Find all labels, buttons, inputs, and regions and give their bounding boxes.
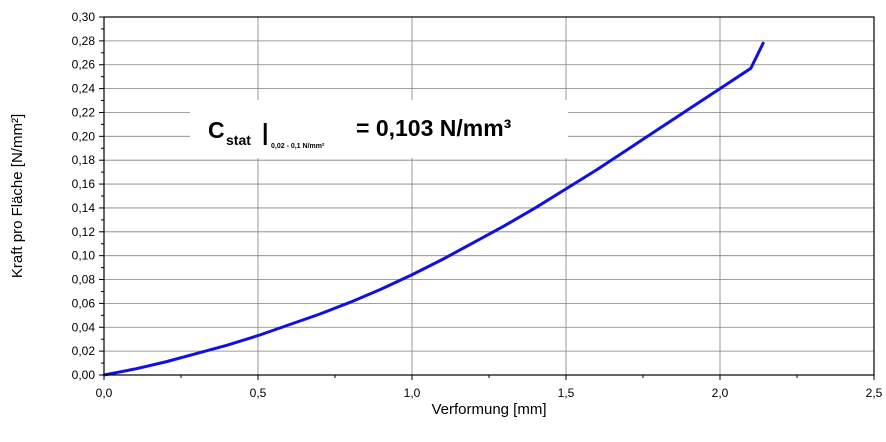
y-tick-label: 0,00 [72,368,96,382]
y-tick-label: 0,26 [72,58,96,72]
annotation-range: 0,02 - 0,1 N/mm² [271,143,325,150]
y-tick-label: 0,28 [72,34,96,48]
plot-frame [103,16,875,376]
x-tick-label: 0,5 [250,386,267,400]
annotation-box [190,100,568,158]
x-tick-label: 1,0 [404,386,421,400]
y-tick-label: 0,08 [72,273,96,287]
annotation-subscript: stat [226,132,251,148]
y-tick-label: 0,10 [72,249,96,263]
y-tick-label: 0,14 [72,201,96,215]
tick-labels: 0,0 0,5 1,0 1,5 2,0 2,5 0,00 0,02 0,04 0,06 0,08 0,… [72,10,883,400]
y-axis-label: Kraft pro Fläche [N/mm²] [9,114,26,278]
y-tick-label: 0,02 [72,344,96,358]
y-tick-label: 0,22 [72,105,96,119]
y-tick-label: 0,24 [72,82,96,96]
x-tick-label: 2,5 [866,386,883,400]
x-axis-label: Verformung [mm] [431,401,546,418]
y-tick-label: 0,30 [72,10,96,24]
y-tick-label: 0,12 [72,225,96,239]
y-tick-label: 0,04 [72,320,96,334]
annotation: C stat | 0,02 - 0,1 N/mm² = 0,103 N/mm³ [208,115,512,150]
plot-area [104,17,874,375]
annotation-separator: | [262,119,268,145]
y-tick-label: 0,06 [72,296,96,310]
x-tick-label: 2,0 [712,386,729,400]
annotation-main: C [208,117,225,143]
annotation-value: = 0,103 N/mm³ [356,115,512,141]
series-line-0 [102,41,765,377]
x-tick-label: 1,5 [558,386,575,400]
y-tick-label: 0,16 [72,177,96,191]
y-tick-label: 0,18 [72,153,96,167]
x-tick-label: 0,0 [96,386,113,400]
y-tick-label: 0,20 [72,129,96,143]
